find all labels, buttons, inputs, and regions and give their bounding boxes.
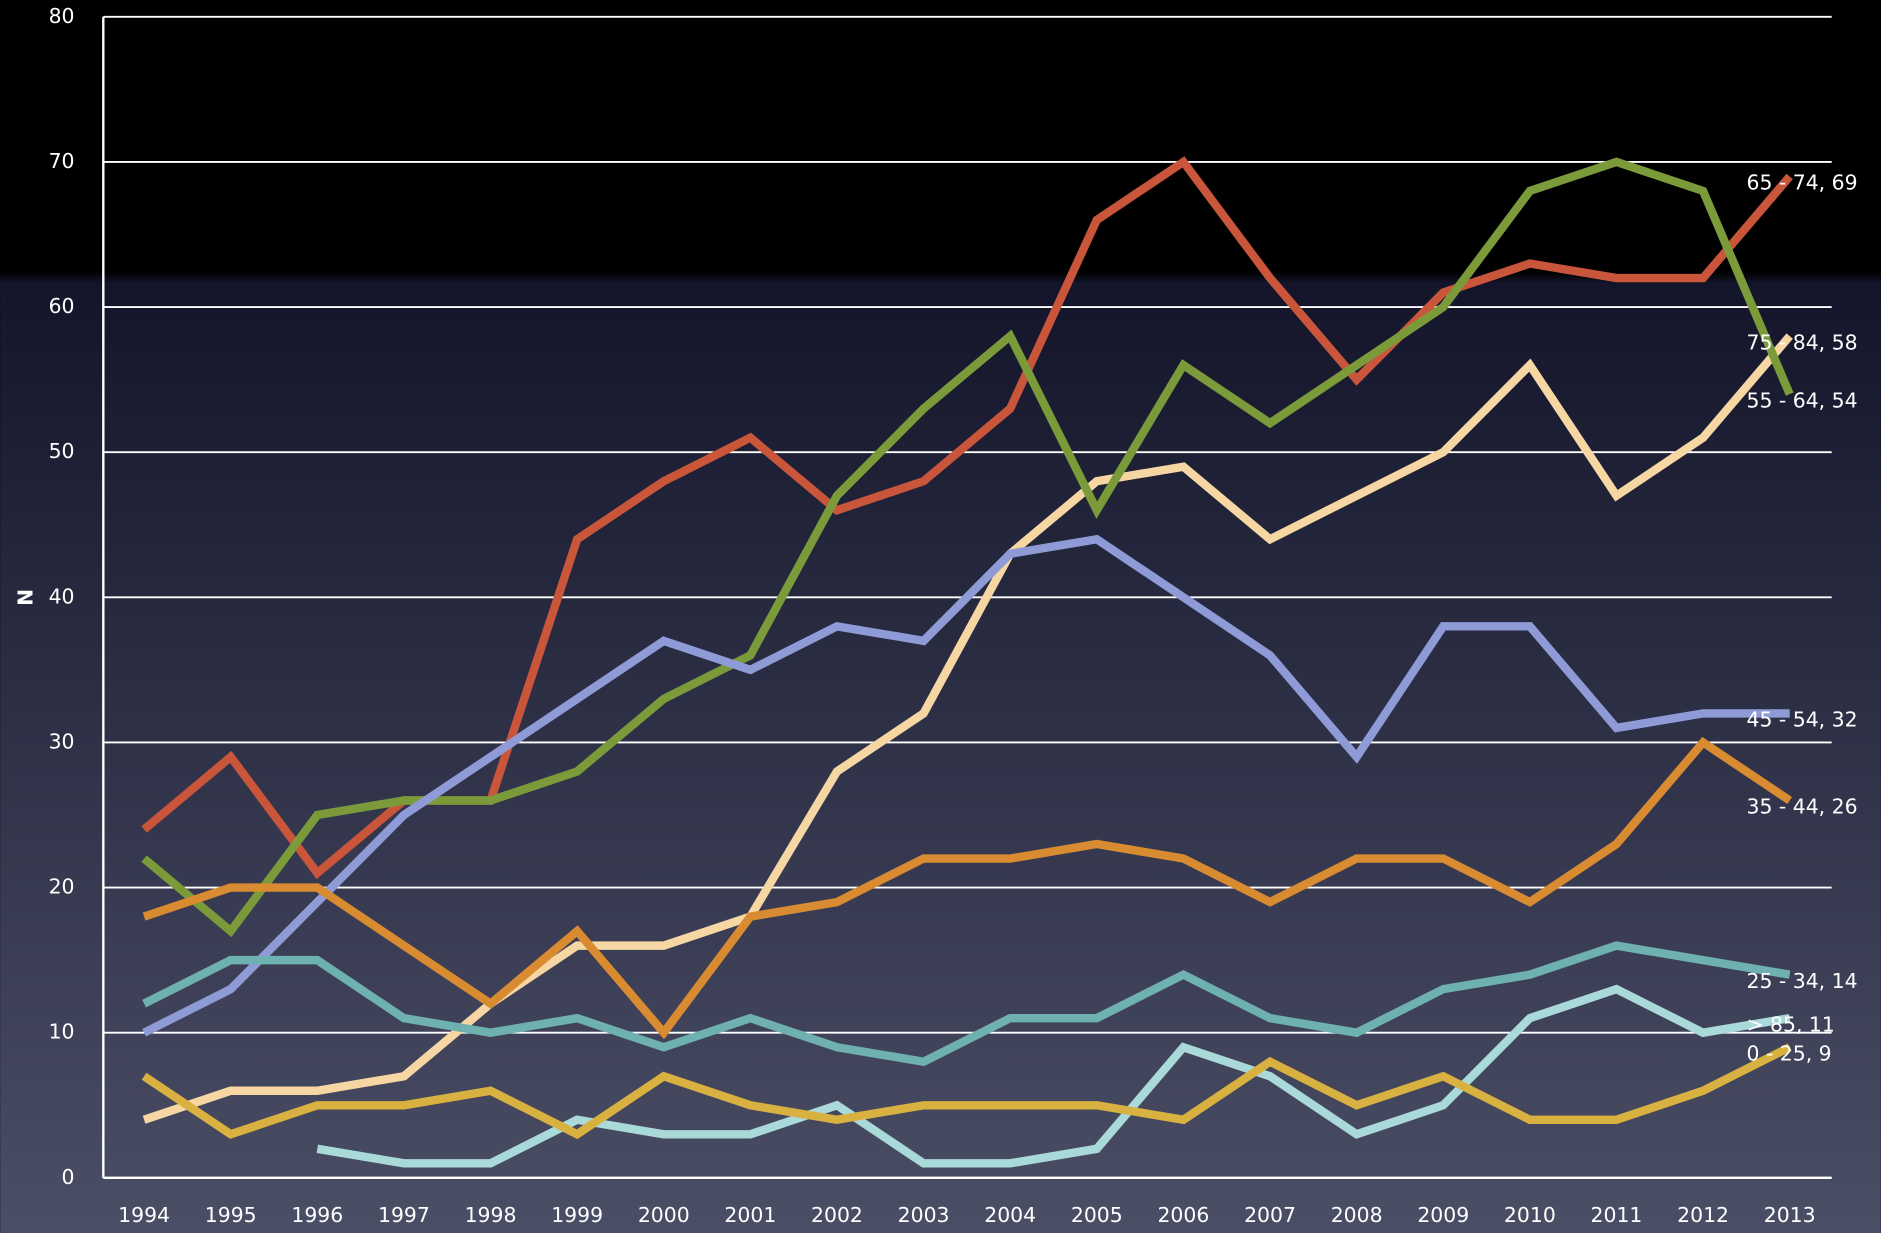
- series-end-label: 25 - 34, 14: [1747, 969, 1858, 993]
- series-end-label: 35 - 44, 26: [1747, 795, 1858, 819]
- series-line: [142, 333, 1793, 1124]
- x-tick-label: 2013: [1764, 1203, 1816, 1227]
- x-tick-label: 2000: [638, 1203, 690, 1227]
- x-tick-label: 2010: [1504, 1203, 1556, 1227]
- series-line: [142, 941, 1791, 1067]
- series-end-label: 75 - 84, 58: [1747, 330, 1858, 354]
- y-tick-label: 60: [49, 294, 75, 318]
- series-line: [141, 1043, 1792, 1140]
- x-tick-label: 2006: [1157, 1203, 1209, 1227]
- x-tick-label: 2011: [1591, 1203, 1643, 1227]
- x-tick-label: 2008: [1331, 1203, 1383, 1227]
- y-axis-label: N: [14, 589, 38, 606]
- x-tick-label: 1996: [291, 1203, 343, 1227]
- x-tick-label: 2002: [811, 1203, 863, 1227]
- y-tick-label: 10: [49, 1020, 75, 1044]
- x-tick-label: 1995: [205, 1203, 257, 1227]
- y-tick-label: 40: [49, 584, 75, 608]
- x-tick-label: 2007: [1244, 1203, 1296, 1227]
- y-tick-label: 50: [49, 439, 75, 463]
- series-line: [142, 534, 1790, 1037]
- series-end-label: 55 - 64, 54: [1747, 388, 1858, 412]
- y-tick-label: 80: [49, 4, 75, 28]
- y-tick-label: 30: [49, 729, 75, 753]
- series-end-label: 65 - 74, 69: [1747, 171, 1858, 195]
- y-tick-label: 20: [49, 875, 75, 899]
- x-tick-label: 2009: [1417, 1203, 1469, 1227]
- y-tick-label: 70: [49, 149, 75, 173]
- x-tick-label: 1994: [118, 1203, 170, 1227]
- y-tick-label: 0: [62, 1165, 75, 1189]
- series-line: [142, 736, 1793, 1040]
- x-tick-label: 1997: [378, 1203, 430, 1227]
- x-tick-label: 1999: [551, 1203, 603, 1227]
- x-tick-label: 1998: [465, 1203, 517, 1227]
- x-tick-label: 2012: [1677, 1203, 1729, 1227]
- series-end-label: 0 - 25, 9: [1747, 1041, 1832, 1065]
- x-tick-label: 2003: [898, 1203, 950, 1227]
- x-tick-label: 2005: [1071, 1203, 1123, 1227]
- series-end-label: > 85, 11: [1747, 1012, 1835, 1036]
- x-tick-label: 2004: [984, 1203, 1036, 1227]
- series-end-label: 45 - 54, 32: [1747, 708, 1858, 732]
- x-tick-label: 2001: [724, 1203, 776, 1227]
